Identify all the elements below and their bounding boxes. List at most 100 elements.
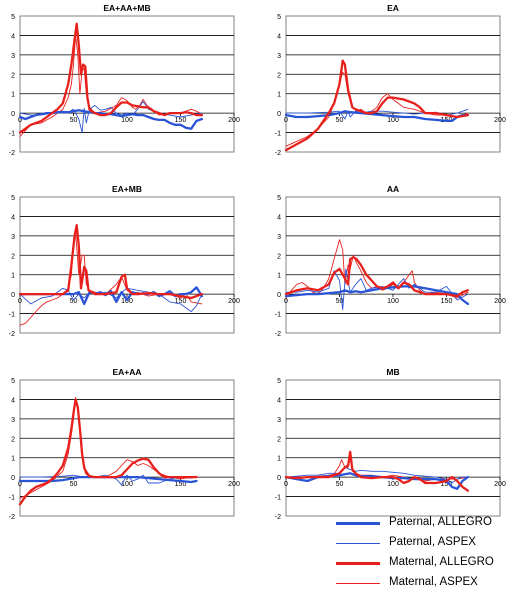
legend-swatch-paternal-aspex [336, 543, 380, 544]
x-tick-label: 50 [336, 298, 344, 305]
y-tick-label: -2 [275, 514, 281, 521]
chart-title: EA+AA+MB [103, 3, 150, 13]
y-tick-label: -1 [9, 495, 15, 502]
y-tick-label: 5 [277, 14, 281, 21]
y-tick-label: 5 [277, 195, 281, 202]
plot-area [19, 15, 235, 153]
y-tick-label: 0 [11, 111, 15, 118]
y-tick-label: 5 [11, 14, 15, 21]
x-tick-label: 0 [284, 298, 288, 305]
chart-title: EA+AA [112, 367, 141, 377]
series-line-maternal-allegro [284, 59, 470, 152]
x-tick-label: 150 [175, 298, 187, 305]
legend-label: Maternal, ALLEGRO [389, 556, 494, 568]
legend-swatch-paternal-allegro [336, 522, 380, 525]
y-tick-label: -1 [9, 312, 15, 319]
x-tick-label: 100 [121, 481, 133, 488]
series-line-maternal-allegro [284, 256, 470, 298]
series-line-paternal-allegro [284, 110, 470, 123]
x-tick-label: 50 [336, 117, 344, 124]
x-tick-label: 100 [387, 298, 399, 305]
y-tick-label: 1 [277, 273, 281, 280]
x-tick-label: 150 [175, 117, 187, 124]
y-tick-label: 1 [277, 92, 281, 99]
y-tick-label: 1 [11, 92, 15, 99]
y-tick-label: -1 [275, 312, 281, 319]
legend-label: Paternal, ALLEGRO [389, 516, 492, 528]
y-tick-label: -2 [9, 331, 15, 338]
x-tick-label: 200 [228, 117, 240, 124]
y-tick-label: 4 [277, 214, 281, 221]
x-tick-label: 200 [494, 117, 506, 124]
plot-area [285, 379, 501, 517]
y-tick-label: 2 [11, 72, 15, 79]
y-tick-label: 2 [11, 253, 15, 260]
y-tick-label: -2 [9, 150, 15, 157]
y-tick-label: 2 [277, 436, 281, 443]
x-tick-label: 100 [387, 481, 399, 488]
x-tick-label: 100 [387, 117, 399, 124]
x-tick-label: 150 [175, 481, 187, 488]
y-tick-label: 3 [277, 53, 281, 60]
legend: Paternal, ALLEGRO Paternal, ASPEX Matern… [336, 513, 512, 593]
y-tick-label: 5 [11, 195, 15, 202]
x-tick-label: 150 [441, 298, 453, 305]
y-tick-label: -1 [9, 131, 15, 138]
plot-area [19, 379, 235, 517]
legend-item: Paternal, ALLEGRO [336, 513, 512, 533]
y-tick-label: -2 [9, 514, 15, 521]
x-tick-label: 50 [70, 117, 78, 124]
y-tick-label: 0 [277, 292, 281, 299]
y-tick-label: 1 [11, 273, 15, 280]
plot-area [19, 196, 235, 334]
y-tick-label: 4 [11, 33, 15, 40]
series-line-paternal-aspex [285, 268, 469, 311]
y-tick-label: 3 [277, 417, 281, 424]
plot-area [285, 15, 501, 153]
series-line-maternal-allegro [18, 398, 198, 506]
chart-title: EA [387, 3, 399, 13]
y-tick-label: 4 [11, 214, 15, 221]
x-tick-label: 50 [336, 481, 344, 488]
y-tick-label: 1 [277, 456, 281, 463]
x-tick-label: 0 [284, 481, 288, 488]
series-line-paternal-allegro [284, 285, 470, 306]
series-line-paternal-aspex [19, 287, 203, 313]
y-tick-label: 2 [277, 72, 281, 79]
y-tick-label: 5 [277, 378, 281, 385]
x-tick-label: 200 [494, 481, 506, 488]
y-tick-label: -1 [275, 495, 281, 502]
legend-swatch-maternal-allegro [336, 562, 380, 565]
y-tick-label: 0 [11, 292, 15, 299]
x-tick-label: 200 [494, 298, 506, 305]
y-tick-label: -2 [275, 150, 281, 157]
x-tick-label: 100 [121, 298, 133, 305]
x-tick-label: 200 [228, 481, 240, 488]
y-tick-label: -2 [275, 331, 281, 338]
y-tick-label: 0 [11, 475, 15, 482]
x-tick-label: 0 [18, 481, 22, 488]
series-line-maternal-allegro [284, 450, 470, 492]
series-line-maternal-allegro [18, 22, 204, 134]
x-tick-label: 0 [18, 117, 22, 124]
legend-item: Paternal, ASPEX [336, 533, 512, 553]
legend-label: Paternal, ASPEX [389, 536, 476, 548]
y-tick-label: -1 [275, 131, 281, 138]
chart-title: AA [387, 184, 399, 194]
y-tick-label: 2 [11, 436, 15, 443]
x-tick-label: 50 [70, 481, 78, 488]
y-tick-label: 2 [277, 253, 281, 260]
plot-area [285, 196, 501, 334]
x-tick-label: 200 [228, 298, 240, 305]
chart-title: MB [386, 367, 399, 377]
x-tick-label: 0 [18, 298, 22, 305]
chart-title: EA+MB [112, 184, 142, 194]
y-tick-label: 3 [11, 417, 15, 424]
x-tick-label: 150 [441, 481, 453, 488]
x-tick-label: 100 [121, 117, 133, 124]
